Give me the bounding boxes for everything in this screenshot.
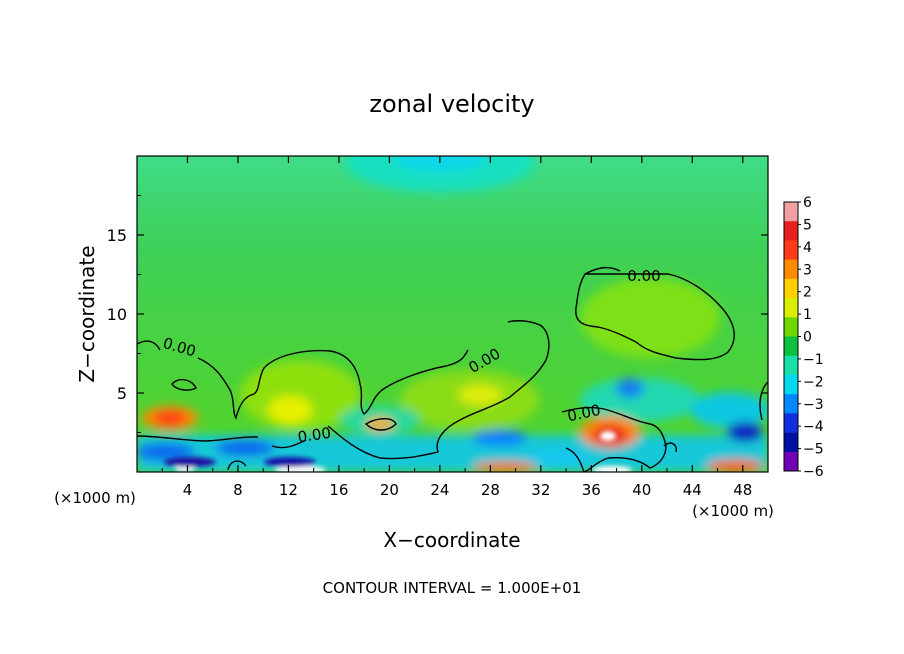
contour-line bbox=[227, 442, 678, 471]
contour-line bbox=[171, 378, 197, 391]
y-axis: 5 10 15 bbox=[107, 195, 768, 433]
colorbar-swatch bbox=[784, 278, 798, 299]
y-axis-label: Z−coordinate bbox=[75, 245, 99, 382]
colorbar-swatch bbox=[784, 413, 798, 433]
colorbar-label: −1 bbox=[803, 352, 824, 368]
colorbar-label: 4 bbox=[803, 240, 812, 256]
colorbar-label: −2 bbox=[803, 374, 824, 390]
colorbar-swatch bbox=[784, 451, 798, 472]
colorbar-label: −6 bbox=[803, 464, 824, 480]
colorbar-label: 2 bbox=[803, 285, 812, 301]
contour-line bbox=[364, 418, 397, 431]
x-tick-label: 16 bbox=[329, 481, 348, 499]
colorbar-label: −5 bbox=[803, 442, 824, 458]
x-tick-label: 48 bbox=[733, 481, 752, 499]
x-tick-label: 12 bbox=[279, 481, 298, 499]
colorbar-label: 1 bbox=[803, 307, 812, 323]
contour-label: 0.00 bbox=[627, 267, 660, 285]
colorbar: 6 5 4 3 2 1 0 −1 −2 −3 −4 −5 −6 bbox=[783, 195, 824, 480]
colorbar-swatch bbox=[784, 432, 798, 453]
x-tick-label: 24 bbox=[430, 481, 449, 499]
plot-area: 0.00 0.00 0.00 0.00 0.00 bbox=[136, 155, 769, 473]
colorbar-swatch bbox=[784, 317, 798, 337]
x-tick-label: 28 bbox=[481, 481, 500, 499]
colorbar-swatch bbox=[784, 336, 798, 357]
y-tick-label: 10 bbox=[107, 305, 127, 324]
contour-line bbox=[575, 266, 735, 361]
colorbar-swatch bbox=[784, 240, 798, 260]
x-tick-label: 32 bbox=[531, 481, 550, 499]
colorbar-label: −4 bbox=[803, 419, 824, 435]
colorbar-label: 6 bbox=[803, 195, 812, 211]
colorbar-swatch bbox=[784, 259, 798, 280]
colorbar-swatch bbox=[784, 355, 798, 376]
x-tick-label: 20 bbox=[380, 481, 399, 499]
colorbar-swatch bbox=[784, 374, 798, 395]
x-axis: 4 8 12 16 20 24 28 32 36 40 44 48 bbox=[161, 156, 752, 499]
contour-line bbox=[137, 320, 550, 460]
colorbar-label: −3 bbox=[803, 397, 824, 413]
contour-interval-note: CONTOUR INTERVAL = 1.000E+01 bbox=[323, 579, 582, 597]
colorbar-label: 5 bbox=[803, 217, 812, 233]
contour-line bbox=[561, 406, 667, 472]
contour-label: 0.00 bbox=[297, 424, 333, 446]
y-tick-label: 5 bbox=[117, 384, 127, 403]
colorbar-label: 3 bbox=[803, 262, 812, 278]
chart-title: zonal velocity bbox=[369, 90, 534, 118]
contour-line bbox=[759, 381, 768, 421]
colorbar-swatch bbox=[784, 221, 798, 241]
x-axis-label: X−coordinate bbox=[383, 528, 520, 552]
contour-line bbox=[137, 435, 259, 442]
zero-contours bbox=[137, 266, 768, 472]
colorbar-swatch bbox=[784, 202, 798, 222]
x-tick-label: 40 bbox=[632, 481, 651, 499]
heatmap-field bbox=[137, 156, 768, 472]
x-tick-label: 36 bbox=[582, 481, 601, 499]
y-tick-label: 15 bbox=[107, 226, 127, 245]
colorbar-label: 0 bbox=[803, 330, 812, 346]
x-unit-left: (×1000 m) bbox=[54, 489, 136, 507]
colorbar-swatch bbox=[784, 298, 798, 318]
colorbar-swatch bbox=[784, 394, 798, 414]
x-tick-label: 8 bbox=[233, 481, 243, 499]
x-tick-label: 44 bbox=[683, 481, 702, 499]
x-tick-label: 4 bbox=[183, 481, 193, 499]
x-unit-right: (×1000 m) bbox=[692, 502, 774, 520]
